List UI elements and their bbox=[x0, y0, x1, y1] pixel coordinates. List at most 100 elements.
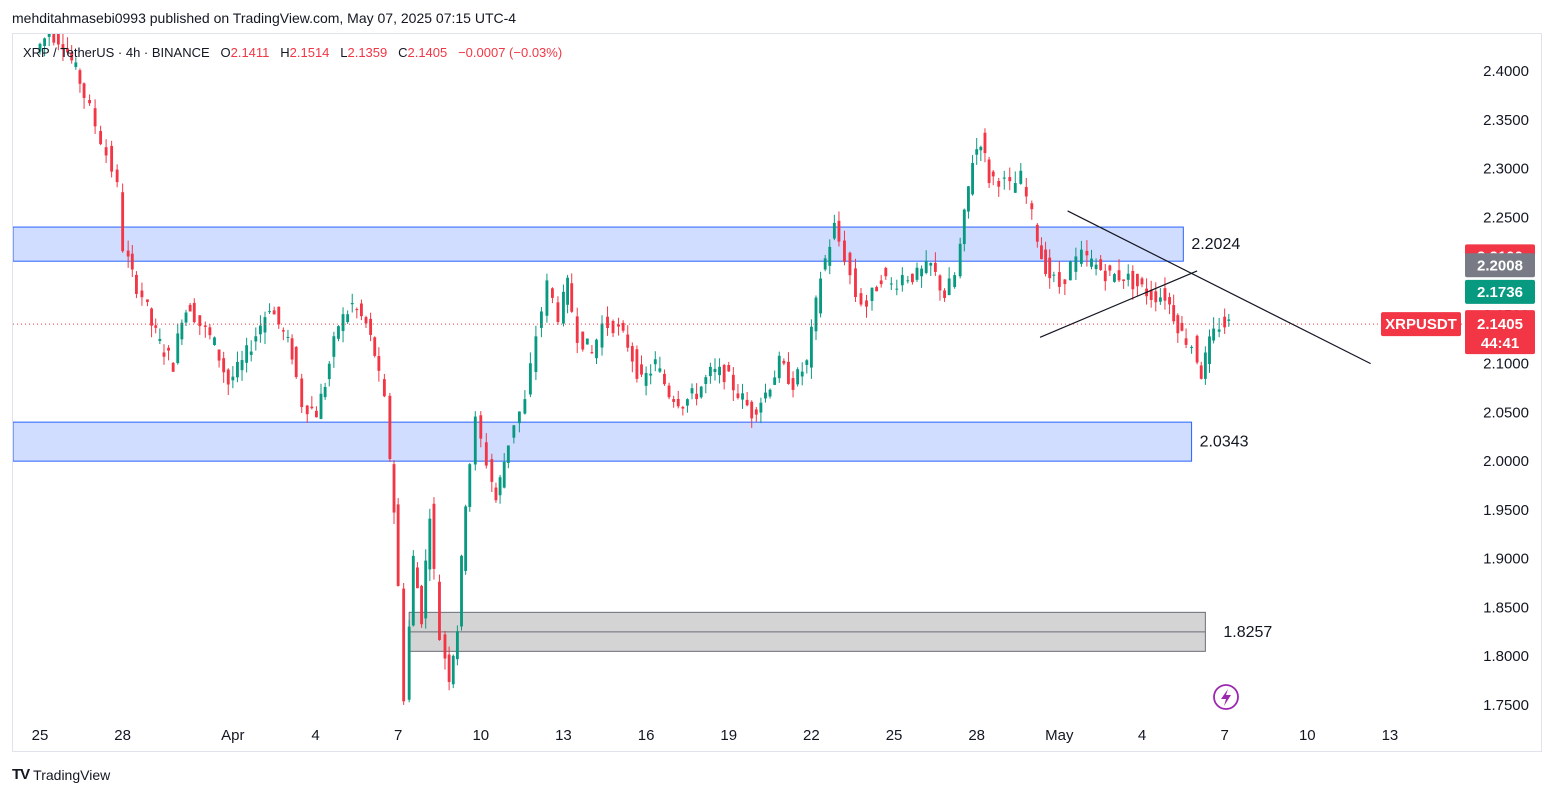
candle-body bbox=[484, 442, 488, 466]
candle-body bbox=[1074, 256, 1078, 272]
candle-body bbox=[455, 631, 459, 660]
candle-body bbox=[672, 399, 676, 402]
candle-body bbox=[722, 364, 726, 383]
legend-low-label: L bbox=[340, 45, 348, 60]
candle-body bbox=[249, 351, 253, 355]
candle-body bbox=[621, 322, 625, 331]
legend-open-label: O bbox=[220, 45, 231, 60]
candle-body bbox=[895, 288, 899, 290]
candle-body bbox=[468, 464, 472, 507]
lightning-icon bbox=[1213, 684, 1239, 710]
candle-body bbox=[245, 345, 249, 363]
current-price-label: 2.1405 bbox=[1477, 316, 1523, 333]
x-tick-label: 25 bbox=[32, 727, 49, 744]
candle-body bbox=[975, 149, 979, 155]
candle-body bbox=[424, 560, 428, 619]
candle-body bbox=[1090, 258, 1093, 267]
candle-body bbox=[924, 260, 928, 273]
candle-body bbox=[217, 349, 221, 361]
candle-body bbox=[411, 555, 415, 626]
candle-body bbox=[787, 361, 790, 384]
candle-body bbox=[1002, 177, 1006, 179]
candle-body bbox=[640, 364, 643, 375]
candle-body bbox=[906, 280, 910, 282]
candle-body bbox=[1217, 329, 1221, 332]
candle-body bbox=[606, 316, 609, 329]
candle-body bbox=[889, 283, 893, 285]
y-tick-label: 1.8500 bbox=[1483, 599, 1529, 616]
candle-body bbox=[473, 416, 477, 465]
candle-body bbox=[1030, 203, 1034, 210]
candle-body bbox=[314, 410, 318, 418]
tradingview-brand[interactable]: TV TradingView bbox=[12, 766, 110, 783]
candle-body bbox=[1126, 273, 1130, 280]
y-tick-label: 2.3500 bbox=[1483, 112, 1529, 129]
candle-body bbox=[837, 220, 841, 242]
candle-body bbox=[341, 314, 345, 332]
candle-body bbox=[479, 415, 483, 439]
candle-body bbox=[745, 399, 749, 406]
candle-body bbox=[438, 581, 441, 641]
candle-body bbox=[1099, 259, 1103, 270]
candle-body bbox=[38, 43, 42, 52]
candle-body bbox=[777, 355, 781, 379]
candle-body bbox=[1024, 186, 1028, 197]
candle-body bbox=[420, 585, 423, 625]
candle-body bbox=[929, 263, 933, 266]
price-tag-bg bbox=[1465, 253, 1535, 278]
candle-body bbox=[222, 358, 226, 373]
candle-body bbox=[158, 338, 162, 341]
candle-body bbox=[226, 369, 230, 385]
legend-high-label: H bbox=[280, 45, 290, 60]
candle-body bbox=[1208, 336, 1211, 364]
candle-body bbox=[814, 297, 818, 332]
candle-body bbox=[800, 371, 804, 377]
candle-body bbox=[1044, 249, 1047, 275]
zone-label-resistance: 2.2024 bbox=[1191, 236, 1240, 253]
candle-body bbox=[570, 283, 574, 312]
candle-body bbox=[695, 393, 699, 400]
candle-body bbox=[915, 267, 919, 280]
candle-body bbox=[1040, 245, 1043, 260]
candle-body bbox=[754, 409, 758, 415]
candle-body bbox=[1079, 249, 1083, 264]
x-tick-label: 25 bbox=[886, 727, 903, 744]
candle-body bbox=[1035, 224, 1039, 242]
candle-body bbox=[70, 52, 74, 61]
x-tick-label: 4 bbox=[311, 727, 319, 744]
candle-body bbox=[1203, 352, 1207, 379]
legend-symbol[interactable]: XRP / TetherUS · 4h · BINANCE bbox=[23, 45, 210, 60]
candle-body bbox=[1140, 278, 1144, 285]
candle-body bbox=[1172, 305, 1176, 322]
candle-body bbox=[581, 331, 585, 350]
candle-body bbox=[126, 250, 130, 257]
candle-body bbox=[337, 326, 340, 339]
candle-body bbox=[359, 303, 363, 317]
candle-body bbox=[1122, 279, 1126, 282]
candle-body bbox=[983, 132, 987, 154]
candle-body bbox=[859, 293, 863, 305]
candle-body bbox=[1158, 297, 1162, 302]
y-tick-label: 2.3000 bbox=[1483, 161, 1529, 178]
zone-label-demand: 1.8257 bbox=[1223, 624, 1272, 641]
candle-body bbox=[987, 159, 991, 184]
publisher-line: mehditahmasebi0993 published on TradingV… bbox=[12, 10, 517, 26]
candle-body bbox=[617, 324, 620, 327]
candle-body bbox=[630, 346, 634, 362]
zone-label-support: 2.0343 bbox=[1200, 434, 1249, 451]
candle-body bbox=[920, 268, 924, 277]
candle-body bbox=[958, 243, 962, 277]
symbol-tag-label: XRPUSDT bbox=[1385, 316, 1457, 333]
candle-body bbox=[364, 317, 368, 324]
candle-body bbox=[764, 392, 767, 399]
candle-body bbox=[768, 389, 772, 397]
candle-body bbox=[1195, 335, 1199, 363]
candle-body bbox=[373, 337, 377, 356]
candle-body bbox=[74, 62, 78, 68]
candle-body bbox=[272, 310, 276, 315]
candle-body bbox=[562, 291, 565, 324]
candle-body bbox=[502, 461, 506, 488]
candle-body bbox=[99, 131, 103, 145]
candle-body bbox=[180, 322, 184, 340]
